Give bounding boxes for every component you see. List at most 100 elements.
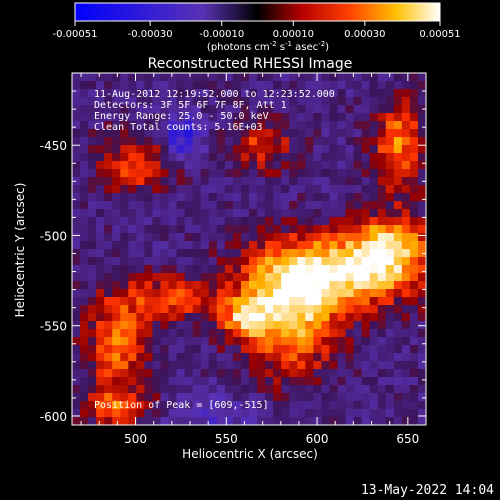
heatmap-cell [281,233,290,242]
heatmap-cell [361,145,371,154]
heatmap-cell [273,169,282,178]
heatmap-cell [104,209,113,218]
heatmap-cell [329,329,339,338]
heatmap-cell [192,385,202,394]
heatmap-cell [176,377,186,386]
heatmap-cell [224,377,234,386]
heatmap-cell [168,121,178,130]
heatmap-cell [313,217,323,226]
heatmap-cell [409,385,419,394]
heatmap-cell [168,81,178,90]
heatmap-cell [208,257,218,266]
heatmap-cell [168,209,178,218]
heatmap-cell [168,337,178,346]
heatmap-cell [313,209,323,218]
heatmap-cell [305,81,314,90]
heatmap-cell [289,225,298,234]
heatmap-cell [184,257,194,266]
heatmap-cell [393,329,403,338]
heatmap-cell [249,241,258,250]
heatmap-cell [144,409,154,418]
heatmap-cell [281,281,290,290]
heatmap-cell [136,305,146,314]
heatmap-cell [88,345,97,354]
heatmap-cell [240,297,250,306]
heatmap-cell [417,417,426,425]
heatmap-cell [88,265,97,274]
heatmap-cell [224,417,234,425]
heatmap-cell [104,233,113,242]
heatmap-cell [385,297,395,306]
heatmap-cell [184,137,194,146]
heatmap-cell [128,361,137,370]
heatmap-cell [224,393,234,402]
heatmap-cell [369,241,379,250]
heatmap-cell [385,249,395,258]
heatmap-cell [321,337,331,346]
heatmap-cell [88,337,97,346]
heatmap-cell [152,297,162,306]
heatmap-cell [401,89,411,98]
heatmap-cell [200,217,210,226]
heatmap-cell [353,241,363,250]
heatmap-cell [128,281,137,290]
heatmap-cell [208,201,218,210]
heatmap-cell [353,313,363,322]
heatmap-cell [160,305,170,314]
heatmap-cell [96,297,105,306]
x-tick-label: 550 [215,432,238,446]
heatmap-cell [72,257,81,266]
heatmap-cell [361,153,371,162]
heatmap-cell [385,345,395,354]
heatmap-cell [249,209,258,218]
heatmap-cell [265,329,274,338]
heatmap-cell [80,369,89,378]
heatmap-cell [297,137,306,146]
heatmap-cell [273,217,282,226]
heatmap-cell [401,113,411,122]
heatmap-cell [401,385,411,394]
heatmap-cell [136,169,146,178]
heatmap-cell [96,145,105,154]
heatmap-cell [297,385,306,394]
heatmap-cell [128,209,137,218]
heatmap-cell [393,185,403,194]
heatmap-cell [240,393,250,402]
heatmap-cell [345,313,355,322]
heatmap-cell [257,217,266,226]
heatmap-cell [329,89,339,98]
heatmap-cell [96,385,105,394]
heatmap-cell [337,217,347,226]
heatmap-cell [200,249,210,258]
heatmap-cell [208,145,218,154]
heatmap-cell [80,353,89,362]
heatmap-cell [168,201,178,210]
heatmap-cell [240,209,250,218]
heatmap-cell [128,393,137,402]
heatmap-cell [313,177,323,186]
heatmap-cell [265,97,274,106]
heatmap-cell [208,161,218,170]
heatmap-cell [144,137,154,146]
heatmap-cell [96,409,105,418]
heatmap-cell [345,129,355,138]
heatmap-cell [176,265,186,274]
heatmap-cell [257,401,266,410]
heatmap-cell [160,361,170,370]
heatmap-cell [345,161,355,170]
heatmap-cell [361,177,371,186]
heatmap-cell [369,201,379,210]
heatmap-cell [409,321,419,330]
heatmap-cell [216,105,226,114]
heatmap-cell [168,385,178,394]
heatmap-cell [184,73,194,82]
heatmap-cell [72,73,81,82]
heatmap-cell [281,97,290,106]
heatmap-cell [313,385,323,394]
heatmap-cell [337,337,347,346]
heatmap-cell [361,113,371,122]
heatmap-cell [112,369,121,378]
heatmap-cell [281,273,290,282]
heatmap-cell [80,385,89,394]
heatmap-cell [265,281,274,290]
